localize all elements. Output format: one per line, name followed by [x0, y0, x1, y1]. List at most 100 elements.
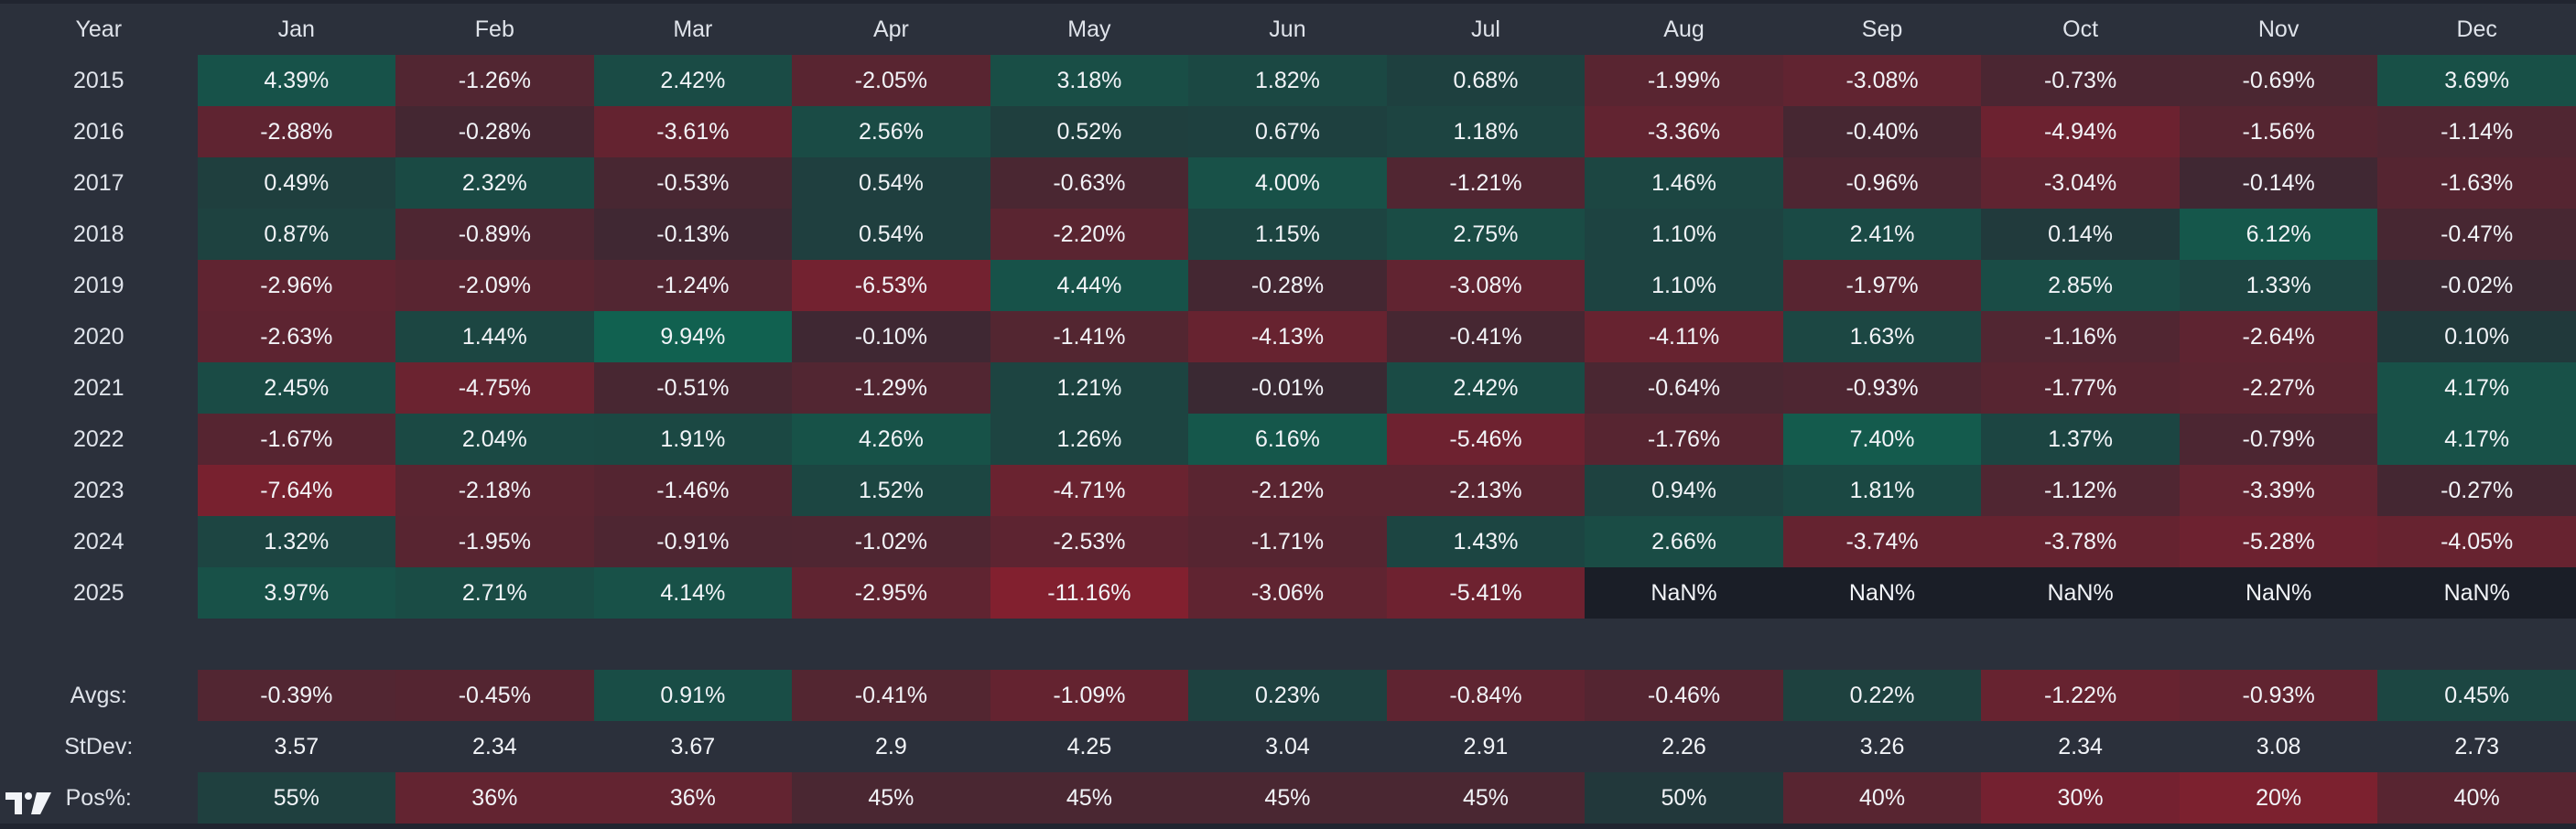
- return-cell-sep: NaN%: [1782, 567, 1982, 619]
- return-cell-may: -2.53%: [990, 516, 1189, 567]
- pos-cell-jul: 45%: [1386, 772, 1586, 824]
- return-cell-aug: NaN%: [1585, 567, 1783, 619]
- header-row: Year Jan Feb Mar Apr May Jun Jul Aug Sep Oct Nov De…: [0, 4, 2576, 55]
- return-cell-mar: 2.42%: [593, 55, 793, 106]
- return-cell-nov: 1.33%: [2179, 260, 2378, 311]
- pos-row: Pos%: 55% 36% 36% 45% 45% 45% 45% 50% 40% 30% 20% 40…: [0, 772, 2576, 824]
- return-cell-aug: 2.66%: [1585, 516, 1783, 567]
- table-body: 2015 4.39% -1.26% 2.42% -2.05% 3.18% 1.82% 0.68…: [0, 55, 2576, 824]
- month-header-dec: Dec: [2377, 4, 2576, 55]
- return-cell-jun: 0.67%: [1188, 106, 1387, 157]
- avg-label: Avgs:: [0, 670, 198, 721]
- return-cell-feb: 2.71%: [395, 567, 594, 619]
- year-label: 2015: [0, 55, 198, 106]
- pos-cell-jun: 45%: [1188, 772, 1387, 824]
- return-cell-sep: 1.63%: [1782, 311, 1982, 362]
- return-cell-feb: 2.32%: [395, 157, 594, 209]
- spacer-row: [0, 619, 2576, 670]
- return-cell-sep: 2.41%: [1782, 209, 1982, 260]
- return-cell-dec: 3.69%: [2377, 55, 2576, 106]
- return-cell-may: -1.41%: [990, 311, 1189, 362]
- return-cell-dec: 4.17%: [2377, 362, 2576, 414]
- year-row-2023: 2023 -7.64% -2.18% -1.46% 1.52% -4.71% -2.12% -…: [0, 465, 2576, 516]
- pos-cell-apr: 45%: [792, 772, 990, 824]
- return-cell-apr: -2.95%: [792, 567, 990, 619]
- avg-cell-sep: 0.22%: [1782, 670, 1982, 721]
- return-cell-apr: -0.10%: [792, 311, 990, 362]
- month-header-feb: Feb: [395, 4, 594, 55]
- return-cell-apr: -1.29%: [792, 362, 990, 414]
- return-cell-jan: 3.97%: [197, 567, 396, 619]
- return-cell-dec: -4.05%: [2377, 516, 2576, 567]
- return-cell-mar: 4.14%: [593, 567, 793, 619]
- return-cell-jul: -5.41%: [1386, 567, 1586, 619]
- month-header-jan: Jan: [197, 4, 396, 55]
- return-cell-jul: 1.43%: [1386, 516, 1586, 567]
- return-cell-jan: 0.87%: [197, 209, 396, 260]
- return-cell-feb: -1.95%: [395, 516, 594, 567]
- year-label: 2020: [0, 311, 198, 362]
- stdev-cell-apr: 2.9: [792, 721, 990, 772]
- tradingview-logo-icon[interactable]: [4, 789, 55, 818]
- return-cell-apr: 1.52%: [792, 465, 990, 516]
- month-header-aug: Aug: [1585, 4, 1783, 55]
- return-cell-oct: 1.37%: [1981, 414, 2180, 465]
- avg-cell-feb: -0.45%: [395, 670, 594, 721]
- month-header-jun: Jun: [1188, 4, 1387, 55]
- year-column-header: Year: [0, 4, 198, 55]
- year-row-2017: 2017 0.49% 2.32% -0.53% 0.54% -0.63% 4.00% -1.2…: [0, 157, 2576, 209]
- year-row-2015: 2015 4.39% -1.26% 2.42% -2.05% 3.18% 1.82% 0.68…: [0, 55, 2576, 106]
- stdev-cell-sep: 3.26: [1782, 721, 1982, 772]
- return-cell-nov: -1.56%: [2179, 106, 2378, 157]
- return-cell-jan: 4.39%: [197, 55, 396, 106]
- return-cell-jan: -2.88%: [197, 106, 396, 157]
- return-cell-nov: -5.28%: [2179, 516, 2378, 567]
- month-header-nov: Nov: [2179, 4, 2378, 55]
- return-cell-dec: NaN%: [2377, 567, 2576, 619]
- return-cell-dec: -1.14%: [2377, 106, 2576, 157]
- return-cell-jun: -0.01%: [1188, 362, 1387, 414]
- return-cell-apr: 0.54%: [792, 157, 990, 209]
- month-header-may: May: [990, 4, 1189, 55]
- pos-cell-sep: 40%: [1782, 772, 1982, 824]
- return-cell-oct: -1.77%: [1981, 362, 2180, 414]
- return-cell-sep: -0.40%: [1782, 106, 1982, 157]
- stdev-cell-feb: 2.34: [395, 721, 594, 772]
- return-cell-mar: -1.24%: [593, 260, 793, 311]
- return-cell-oct: -1.16%: [1981, 311, 2180, 362]
- return-cell-may: -2.20%: [990, 209, 1189, 260]
- year-label: 2023: [0, 465, 198, 516]
- return-cell-jun: -2.12%: [1188, 465, 1387, 516]
- avg-cell-oct: -1.22%: [1981, 670, 2180, 721]
- return-cell-oct: 2.85%: [1981, 260, 2180, 311]
- return-cell-sep: -3.08%: [1782, 55, 1982, 106]
- return-cell-feb: -0.28%: [395, 106, 594, 157]
- return-cell-feb: -0.89%: [395, 209, 594, 260]
- month-header-mar: Mar: [593, 4, 793, 55]
- return-cell-nov: -2.27%: [2179, 362, 2378, 414]
- avg-cell-jan: -0.39%: [197, 670, 396, 721]
- return-cell-jan: -7.64%: [197, 465, 396, 516]
- return-cell-apr: 2.56%: [792, 106, 990, 157]
- return-cell-jun: -3.06%: [1188, 567, 1387, 619]
- return-cell-sep: 7.40%: [1782, 414, 1982, 465]
- return-cell-may: 1.21%: [990, 362, 1189, 414]
- return-cell-aug: 0.94%: [1585, 465, 1783, 516]
- year-label: 2025: [0, 567, 198, 619]
- return-cell-jun: -4.13%: [1188, 311, 1387, 362]
- return-cell-jul: -0.41%: [1386, 311, 1586, 362]
- return-cell-jul: 1.18%: [1386, 106, 1586, 157]
- pos-cell-jan: 55%: [197, 772, 396, 824]
- year-row-2022: 2022 -1.67% 2.04% 1.91% 4.26% 1.26% 6.16% -5.46…: [0, 414, 2576, 465]
- return-cell-aug: -0.64%: [1585, 362, 1783, 414]
- year-label: 2019: [0, 260, 198, 311]
- return-cell-nov: -0.79%: [2179, 414, 2378, 465]
- stdev-row: StDev: 3.57 2.34 3.67 2.9 4.25 3.04 2.91 2.26 3.2…: [0, 721, 2576, 772]
- pos-cell-feb: 36%: [395, 772, 594, 824]
- return-cell-oct: -3.04%: [1981, 157, 2180, 209]
- return-cell-jul: -5.46%: [1386, 414, 1586, 465]
- return-cell-nov: -0.14%: [2179, 157, 2378, 209]
- stdev-cell-may: 4.25: [990, 721, 1189, 772]
- pos-cell-mar: 36%: [593, 772, 793, 824]
